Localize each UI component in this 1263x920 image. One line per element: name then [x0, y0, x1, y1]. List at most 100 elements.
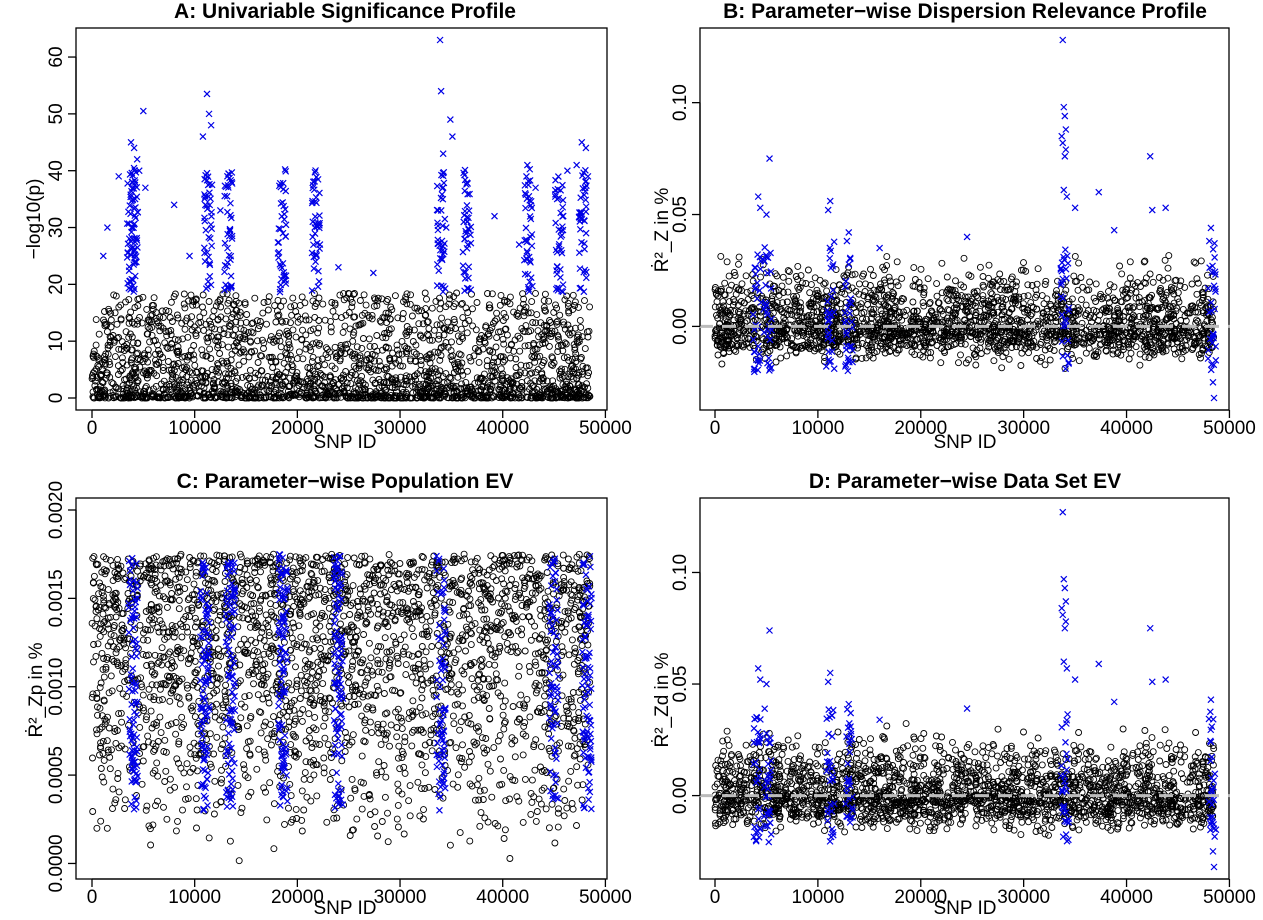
data-point	[203, 352, 211, 360]
panel-a-significant-points	[99, 36, 592, 296]
data-point	[249, 319, 257, 327]
data-point	[943, 295, 951, 303]
data-point	[497, 365, 505, 373]
data-point	[507, 354, 514, 362]
data-point	[228, 350, 236, 358]
data-point	[138, 319, 146, 327]
significant-data-point	[446, 116, 454, 123]
data-point	[410, 348, 418, 356]
data-point	[283, 351, 291, 359]
data-point	[557, 341, 565, 349]
x-tick-label: 40000	[476, 418, 529, 439]
significant-data-point	[463, 201, 471, 209]
data-point	[1075, 357, 1083, 365]
data-point	[279, 373, 287, 381]
significant-data-point	[459, 262, 467, 270]
data-point	[302, 316, 310, 324]
data-point	[499, 317, 507, 324]
data-point	[134, 320, 141, 328]
y-tick-label: 40	[46, 160, 67, 181]
data-point	[122, 328, 130, 336]
data-point	[1079, 283, 1087, 291]
data-point	[778, 282, 786, 290]
data-point	[583, 380, 590, 388]
data-point	[251, 374, 259, 382]
data-point	[1164, 264, 1172, 272]
significant-data-point	[1058, 132, 1066, 140]
significant-data-point	[824, 206, 832, 214]
data-point	[527, 379, 535, 387]
data-point	[168, 340, 176, 347]
y-tick-label: 50	[46, 103, 67, 124]
data-point	[104, 344, 112, 352]
data-point	[381, 330, 388, 337]
data-point	[339, 328, 347, 336]
data-point	[170, 293, 178, 301]
data-point	[289, 363, 297, 371]
data-point	[1190, 258, 1198, 266]
data-point	[359, 335, 367, 342]
data-point	[264, 306, 272, 314]
data-point	[118, 354, 126, 362]
data-point	[855, 280, 863, 288]
data-point	[425, 332, 433, 339]
significant-data-point	[465, 263, 473, 271]
data-point	[478, 332, 485, 339]
data-point	[244, 329, 252, 337]
data-point	[516, 347, 524, 355]
data-point	[299, 326, 306, 334]
data-point	[574, 333, 582, 341]
data-point	[521, 308, 529, 316]
data-point	[238, 373, 246, 381]
significant-data-point	[315, 278, 323, 285]
significant-data-point	[963, 233, 971, 241]
data-point	[104, 341, 112, 349]
data-point	[499, 377, 507, 385]
data-point	[522, 322, 530, 330]
significant-data-point	[170, 201, 178, 209]
data-point	[181, 304, 189, 312]
data-point	[258, 367, 266, 375]
data-point	[102, 359, 109, 367]
significant-data-point	[437, 87, 445, 95]
significant-data-point	[282, 187, 290, 195]
significant-data-point	[765, 354, 773, 362]
significant-data-point	[282, 221, 290, 229]
data-point	[224, 343, 232, 351]
data-point	[512, 364, 520, 371]
data-point	[181, 325, 189, 333]
data-point	[410, 372, 418, 380]
data-point	[497, 291, 505, 299]
significant-data-point	[826, 197, 834, 205]
data-point	[225, 296, 233, 304]
data-point	[408, 312, 416, 320]
data-point	[436, 305, 444, 313]
significant-data-point	[274, 239, 282, 246]
significant-data-point	[1110, 226, 1118, 234]
data-point	[979, 273, 987, 280]
data-point	[560, 354, 568, 362]
significant-data-point	[275, 254, 282, 261]
data-point	[575, 303, 582, 311]
significant-data-point	[582, 144, 590, 152]
data-point	[388, 384, 396, 391]
data-point	[723, 258, 731, 266]
significant-data-point	[1060, 103, 1068, 111]
data-point	[772, 358, 780, 366]
data-point	[476, 375, 484, 383]
significant-data-point	[876, 244, 884, 252]
data-point	[146, 338, 154, 346]
data-point	[469, 322, 477, 330]
data-point	[236, 312, 244, 320]
data-point	[738, 280, 746, 288]
significant-data-point	[762, 281, 770, 289]
data-point	[537, 375, 545, 383]
data-point	[127, 308, 135, 316]
data-point	[315, 294, 323, 302]
data-point	[467, 357, 475, 365]
data-point	[152, 356, 159, 364]
data-point	[1125, 355, 1133, 363]
data-point	[299, 355, 307, 363]
data-point	[437, 344, 445, 352]
data-point	[126, 330, 134, 338]
